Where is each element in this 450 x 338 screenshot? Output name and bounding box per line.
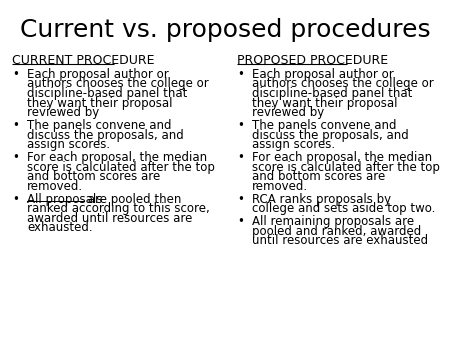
Text: The panels convene and: The panels convene and [27,119,171,132]
Text: college and sets aside top two.: college and sets aside top two. [252,202,436,215]
Text: removed.: removed. [252,179,308,193]
Text: they want their proposal: they want their proposal [27,97,172,110]
Text: until resources are exhausted: until resources are exhausted [252,234,428,247]
Text: assign scores.: assign scores. [27,138,110,151]
Text: •: • [12,151,19,164]
Text: discuss the proposals, and: discuss the proposals, and [252,128,409,142]
Text: •: • [12,68,19,81]
Text: Each proposal author or: Each proposal author or [252,68,394,81]
Text: authors chooses the college or: authors chooses the college or [27,77,209,91]
Text: reviewed by: reviewed by [27,106,99,119]
Text: RCA ranks proposals by: RCA ranks proposals by [252,193,391,206]
Text: CURRENT PROCEDURE: CURRENT PROCEDURE [12,54,154,67]
Text: discuss the proposals, and: discuss the proposals, and [27,128,184,142]
Text: •: • [12,119,19,132]
Text: authors chooses the college or: authors chooses the college or [252,77,434,91]
Text: All remaining proposals are: All remaining proposals are [252,215,414,228]
Text: assign scores.: assign scores. [252,138,335,151]
Text: •: • [237,119,244,132]
Text: score is calculated after the top: score is calculated after the top [27,161,215,173]
Text: •: • [12,193,19,206]
Text: •: • [237,151,244,164]
Text: For each proposal, the median: For each proposal, the median [27,151,207,164]
Text: pooled and ranked, awarded: pooled and ranked, awarded [252,224,421,238]
Text: and bottom scores are: and bottom scores are [252,170,385,183]
Text: All proposals: All proposals [27,193,103,206]
Text: Current vs. proposed procedures: Current vs. proposed procedures [20,18,430,42]
Text: •: • [237,193,244,206]
Text: and bottom scores are: and bottom scores are [27,170,160,183]
Text: exhausted.: exhausted. [27,221,93,234]
Text: •: • [237,68,244,81]
Text: are pooled then: are pooled then [84,193,181,206]
Text: PROPOSED PROCEDURE: PROPOSED PROCEDURE [237,54,388,67]
Text: discipline-based panel that: discipline-based panel that [27,87,187,100]
Text: awarded until resources are: awarded until resources are [27,212,193,224]
Text: discipline-based panel that: discipline-based panel that [252,87,412,100]
Text: reviewed by: reviewed by [252,106,324,119]
Text: Each proposal author or: Each proposal author or [27,68,169,81]
Text: removed.: removed. [27,179,83,193]
Text: they want their proposal: they want their proposal [252,97,397,110]
Text: ranked according to this score,: ranked according to this score, [27,202,210,215]
Text: •: • [237,215,244,228]
Text: score is calculated after the top: score is calculated after the top [252,161,440,173]
Text: For each proposal, the median: For each proposal, the median [252,151,432,164]
Text: The panels convene and: The panels convene and [252,119,396,132]
